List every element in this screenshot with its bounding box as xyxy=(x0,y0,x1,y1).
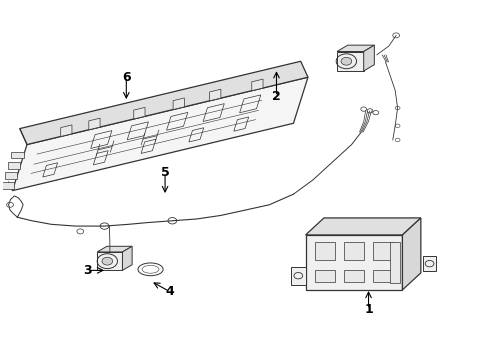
Polygon shape xyxy=(97,246,132,252)
Polygon shape xyxy=(391,242,400,283)
Text: 2: 2 xyxy=(272,90,281,103)
Polygon shape xyxy=(97,252,122,270)
Text: 5: 5 xyxy=(161,166,170,179)
Circle shape xyxy=(341,57,352,65)
Polygon shape xyxy=(61,125,72,136)
Polygon shape xyxy=(373,270,393,282)
Polygon shape xyxy=(337,51,364,71)
Polygon shape xyxy=(252,79,263,91)
Polygon shape xyxy=(210,89,221,101)
Polygon shape xyxy=(5,172,17,179)
Polygon shape xyxy=(423,256,437,271)
Polygon shape xyxy=(122,246,132,270)
Polygon shape xyxy=(11,152,24,158)
Polygon shape xyxy=(315,270,335,282)
Circle shape xyxy=(102,257,113,265)
Text: 6: 6 xyxy=(122,71,131,84)
Polygon shape xyxy=(173,98,184,109)
Polygon shape xyxy=(306,235,402,290)
Polygon shape xyxy=(373,242,393,260)
Polygon shape xyxy=(344,270,364,282)
Polygon shape xyxy=(306,218,421,235)
Polygon shape xyxy=(8,162,20,168)
Polygon shape xyxy=(134,107,145,119)
Text: 3: 3 xyxy=(83,264,92,277)
Text: 4: 4 xyxy=(166,285,174,298)
Polygon shape xyxy=(20,61,308,145)
Polygon shape xyxy=(315,242,335,260)
Polygon shape xyxy=(12,77,308,191)
Polygon shape xyxy=(89,118,100,130)
Polygon shape xyxy=(402,218,421,290)
Polygon shape xyxy=(364,45,374,71)
Polygon shape xyxy=(344,242,364,260)
Polygon shape xyxy=(337,45,374,51)
Polygon shape xyxy=(291,267,306,284)
Text: 1: 1 xyxy=(364,303,373,316)
Polygon shape xyxy=(2,183,14,189)
